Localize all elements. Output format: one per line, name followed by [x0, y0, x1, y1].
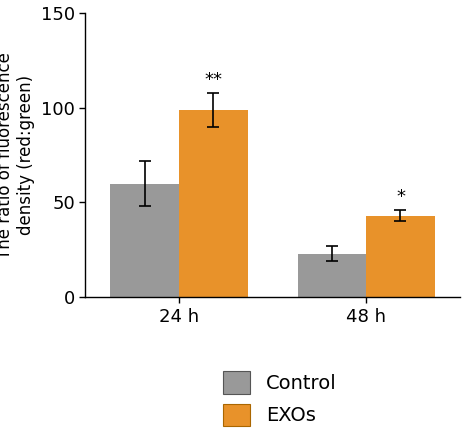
- Bar: [366, 216, 435, 297]
- Y-axis label: The ratio of fluorescence
density (red:green): The ratio of fluorescence density (red:g…: [0, 52, 35, 259]
- Bar: [298, 253, 366, 297]
- Bar: [110, 184, 179, 297]
- Bar: [179, 110, 247, 297]
- Text: *: *: [396, 188, 405, 206]
- Text: **: **: [204, 71, 222, 89]
- Legend: Control, EXOs: Control, EXOs: [216, 364, 345, 434]
